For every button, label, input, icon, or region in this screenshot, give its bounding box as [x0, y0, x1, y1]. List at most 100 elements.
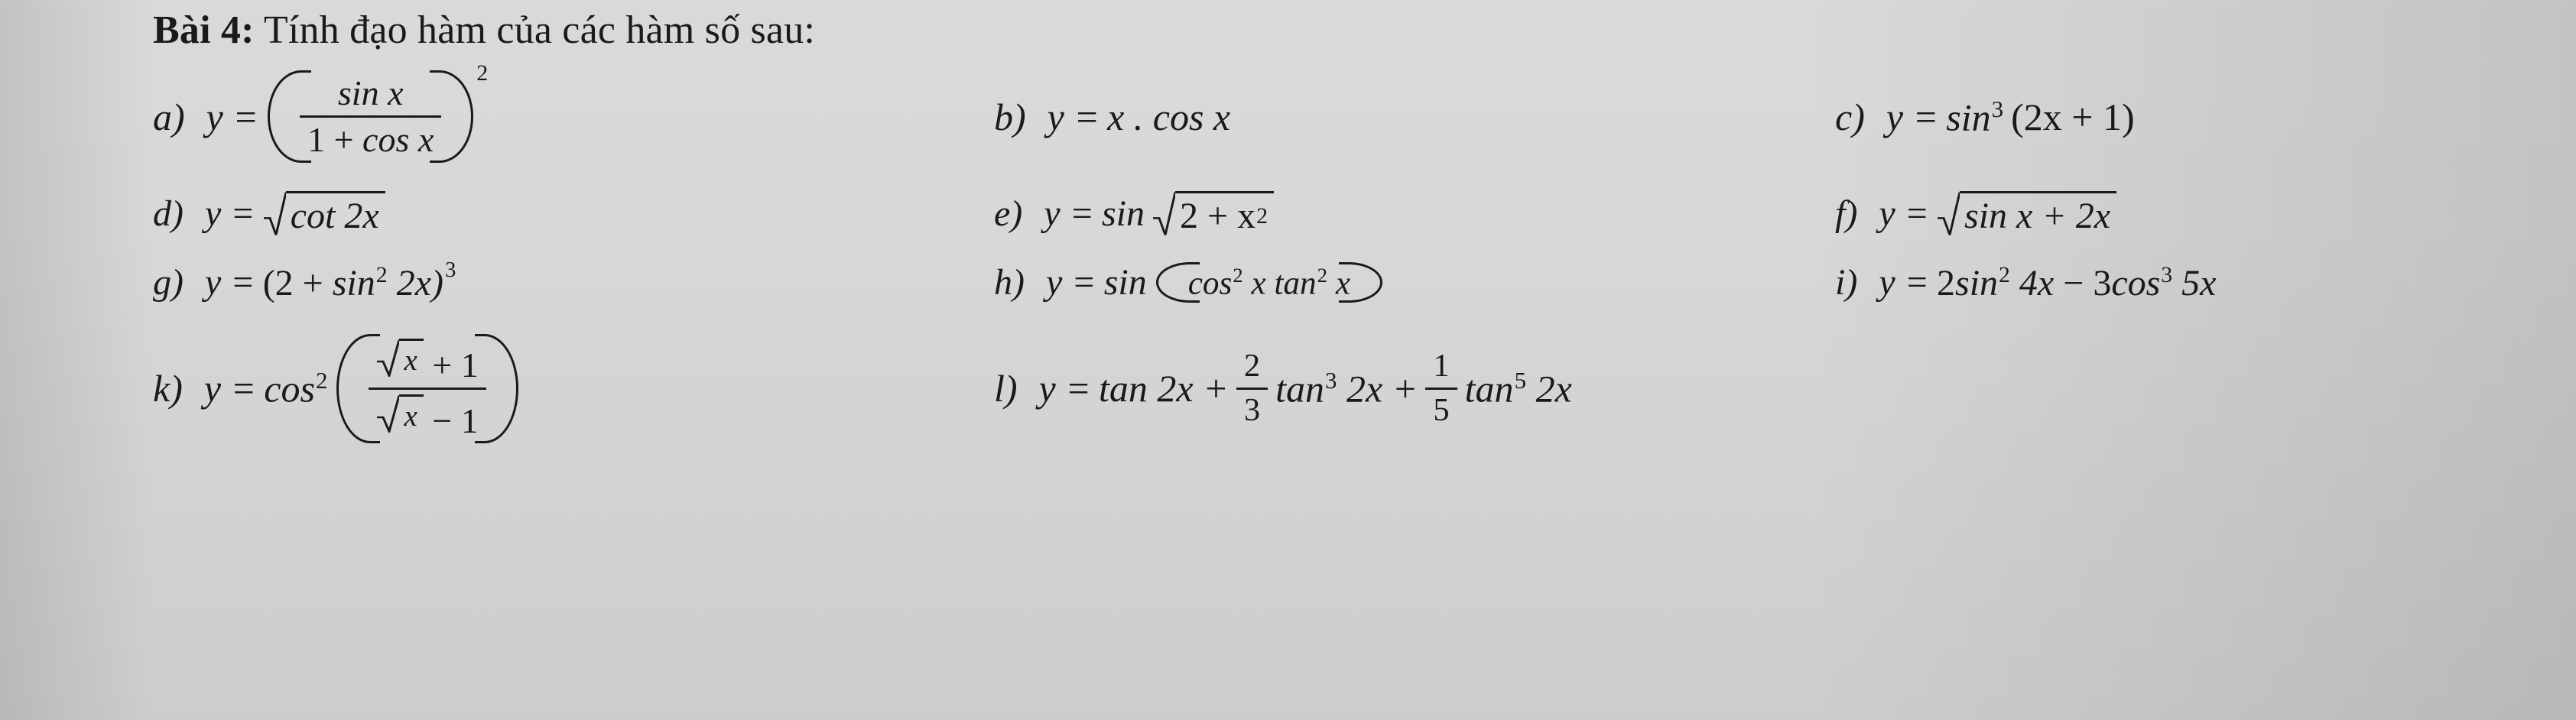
exponent: 2 — [1317, 264, 1327, 287]
problem-a: a) y = sin x 1 + cos x — [153, 66, 994, 167]
problem-i: i) y = 2sin2 4x − 3cos3 5x — [1835, 264, 2530, 302]
fraction-numerator: x + 1 — [369, 334, 486, 388]
func-name: sin — [1104, 264, 1147, 301]
exercise-title: Bài 4: Tính đạo hàm của các hàm số sau: — [153, 8, 2530, 53]
func: sin3 — [1946, 97, 2003, 137]
radicand-text: 2 + x — [1180, 198, 1256, 235]
square-root: x — [376, 394, 423, 433]
radicand: sin x + 2x — [1960, 191, 2116, 236]
problem-e: e) y = sin 2 + x2 — [994, 191, 1835, 236]
arg: 2x + — [1337, 368, 1418, 410]
arg: 2x — [1526, 368, 1572, 410]
problem-f: f) y = sin x + 2x — [1835, 191, 2530, 236]
exponent: 2 — [376, 262, 388, 287]
paren-power: sin x 1 + cos x 2 — [266, 66, 488, 167]
exponent: 3 — [445, 259, 456, 281]
func-name: sin — [1946, 96, 1990, 138]
arg: 5x — [2172, 263, 2216, 303]
radical-icon — [376, 394, 399, 433]
square-root: 2 + x2 — [1152, 191, 1274, 236]
den-tail: − 1 — [432, 401, 478, 440]
func-name: cos — [2111, 263, 2160, 303]
square-root: sin x + 2x — [1937, 191, 2116, 236]
y-equals: y = — [1044, 196, 1094, 232]
radical-icon — [1152, 191, 1175, 236]
exponent: 3 — [2161, 262, 2172, 287]
num-tail: + 1 — [432, 345, 478, 384]
fraction: 2 3 — [1236, 345, 1268, 431]
y-equals: y = — [1039, 369, 1091, 407]
arg: 4x — [2010, 263, 2054, 303]
problem-g: g) y = (2 + sin2 2x) 3 — [153, 264, 994, 302]
item-label: e) — [994, 196, 1022, 232]
func-arg: (2x + 1) — [2011, 98, 2135, 136]
expression-body: (2 + sin2 2x) — [263, 264, 443, 302]
radicand: x — [399, 394, 423, 433]
coef: 2 — [1937, 263, 1955, 303]
item-label: c) — [1835, 98, 1865, 136]
exponent: 5 — [1515, 367, 1527, 394]
func-name: tan — [1275, 368, 1324, 410]
problem-b: b) y = x . cos x — [994, 98, 1835, 136]
power-group: (2 + sin2 2x) 3 — [263, 264, 456, 302]
minus: − — [2054, 263, 2093, 303]
problem-c: c) y = sin3 (2x + 1) — [1835, 97, 2530, 137]
y-equals: y = — [205, 196, 255, 232]
page: Bài 4: Tính đạo hàm của các hàm số sau: … — [0, 0, 2576, 720]
open-text: (2 + — [263, 263, 333, 303]
problem-grid: a) y = sin x 1 + cos x — [153, 66, 2530, 448]
expression-body: 2sin2 4x − 3cos3 5x — [1937, 264, 2216, 302]
fraction: x + 1 x — [369, 334, 486, 443]
arg: x — [1243, 265, 1275, 301]
fraction-denominator: 3 — [1236, 390, 1268, 432]
square-root: cot 2x — [263, 191, 385, 236]
exponent: 3 — [1992, 96, 2004, 122]
arg-tail: 2x) — [388, 263, 443, 303]
func-name: sin — [333, 263, 375, 303]
fraction-denominator: 5 — [1425, 390, 1457, 432]
func-name: sin — [1955, 263, 1998, 303]
fraction-numerator: 2 — [1236, 345, 1268, 388]
item-label: g) — [153, 264, 184, 301]
fraction-numerator: 1 — [1425, 345, 1457, 388]
item-label: h) — [994, 264, 1025, 301]
item-label: i) — [1835, 264, 1857, 301]
func-name: cos — [264, 368, 315, 410]
radical-icon — [1937, 191, 1960, 236]
item-label: b) — [994, 98, 1026, 136]
problem-h: h) y = sin cos2 x tan2 x — [994, 261, 1835, 305]
y-equals: y = — [1879, 196, 1929, 232]
radicand: cot 2x — [286, 191, 385, 236]
square-root: x — [376, 339, 423, 377]
radicand: x — [399, 339, 423, 377]
problem-row: k) y = cos2 — [153, 329, 2530, 448]
den-text: 1 + — [307, 120, 362, 159]
item-label: k) — [153, 369, 183, 407]
radical-icon — [263, 191, 286, 236]
y-equals: y = — [1886, 98, 1938, 136]
y-equals: y = — [206, 98, 258, 136]
term: tan3 2x + — [1275, 368, 1418, 408]
problem-l: l) y = tan 2x + 2 3 tan3 2x + 1 5 tan5 2 — [994, 345, 2576, 431]
big-paren: sin x 1 + cos x — [266, 66, 475, 167]
exponent: 2 — [1233, 264, 1243, 287]
y-equals: y = — [204, 369, 256, 407]
exponent: 2 — [1256, 205, 1268, 228]
func: cos2 — [264, 368, 327, 408]
radicand: 2 + x2 — [1175, 191, 1274, 236]
item-label: a) — [153, 98, 185, 136]
title-label: Bài 4: — [153, 8, 255, 52]
fraction-numerator: sin x — [330, 71, 411, 115]
radical-icon — [376, 339, 399, 377]
problem-row: g) y = (2 + sin2 2x) 3 h) y = sin — [153, 261, 2530, 305]
problem-k: k) y = cos2 — [153, 329, 994, 448]
problem-row: a) y = sin x 1 + cos x — [153, 66, 2530, 167]
term: tan5 2x — [1465, 368, 1572, 408]
func-name: tan — [1465, 368, 1514, 410]
term: tan 2x + — [1099, 369, 1229, 407]
problem-row: d) y = cot 2x e) y = sin — [153, 191, 2530, 236]
y-equals: y = — [1879, 264, 1929, 301]
exponent: 2 — [476, 62, 488, 85]
big-paren: x + 1 x — [335, 329, 519, 448]
y-equals: y = — [1048, 98, 1100, 136]
